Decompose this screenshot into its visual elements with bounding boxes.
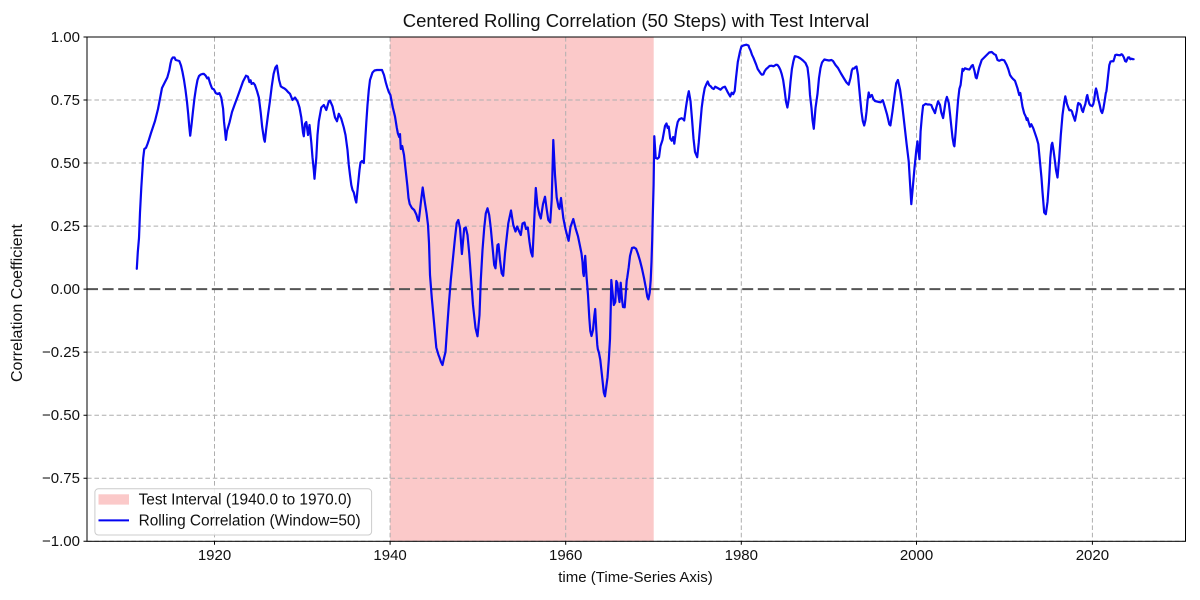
svg-text:1940: 1940 [373, 547, 406, 564]
svg-text:Rolling Correlation (Window=50: Rolling Correlation (Window=50) [139, 513, 361, 530]
svg-text:1980: 1980 [725, 547, 758, 564]
svg-text:Correlation Coefficient: Correlation Coefficient [9, 223, 26, 382]
svg-text:1920: 1920 [198, 547, 231, 564]
svg-text:0.00: 0.00 [51, 281, 80, 298]
svg-text:Centered Rolling Correlation (: Centered Rolling Correlation (50 Steps) … [403, 10, 870, 31]
svg-text:−0.50: −0.50 [42, 407, 80, 424]
svg-text:1.00: 1.00 [51, 29, 80, 46]
svg-text:time (Time-Series Axis): time (Time-Series Axis) [558, 569, 712, 586]
svg-text:0.75: 0.75 [51, 92, 80, 109]
svg-text:−0.75: −0.75 [42, 470, 80, 487]
svg-text:2020: 2020 [1076, 547, 1109, 564]
svg-text:0.25: 0.25 [51, 218, 80, 235]
svg-text:1960: 1960 [549, 547, 582, 564]
svg-text:Test Interval (1940.0 to 1970.: Test Interval (1940.0 to 1970.0) [139, 492, 352, 509]
svg-text:−1.00: −1.00 [42, 533, 80, 550]
svg-text:−0.25: −0.25 [42, 344, 80, 361]
svg-text:0.50: 0.50 [51, 155, 80, 172]
svg-text:2000: 2000 [900, 547, 933, 564]
